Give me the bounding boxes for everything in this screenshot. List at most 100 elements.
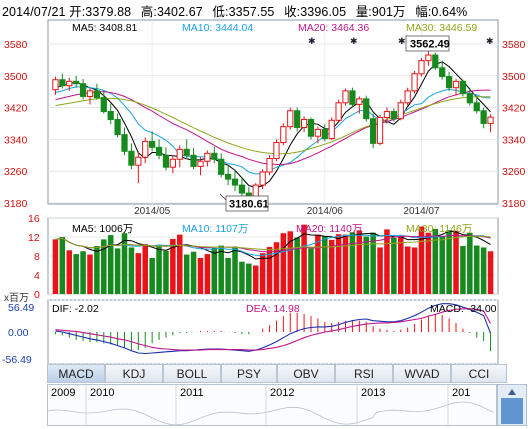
candle — [335, 99, 342, 123]
candle-body — [439, 67, 446, 78]
volume-bar — [259, 253, 266, 294]
volume-ma-line — [55, 234, 491, 256]
candle-body — [383, 111, 391, 119]
candle — [370, 113, 377, 149]
quote-header: 2014/07/21 开:3379.88 高:3402.67 低:3357.55… — [2, 1, 528, 19]
volume-bars — [52, 224, 494, 294]
tab-psy[interactable]: PSY — [221, 364, 277, 383]
candle-body — [314, 128, 322, 137]
candle-body — [100, 97, 107, 113]
volume-bar — [128, 247, 135, 294]
volume-bar — [398, 236, 404, 294]
change-text: 幅:0.64% — [415, 5, 468, 19]
candle — [294, 107, 301, 132]
navigator-handle[interactable] — [497, 384, 527, 426]
candle-body — [238, 184, 246, 194]
candle — [176, 145, 183, 168]
tab-cci[interactable]: CCI — [451, 364, 507, 383]
candle-body — [411, 73, 418, 92]
volume-bar — [149, 257, 155, 294]
range-navigator[interactable]: 2009 2010 2011 2012 2013 201 — [47, 384, 497, 426]
candle — [169, 155, 176, 174]
candle-body — [128, 150, 135, 166]
volume-bar — [287, 231, 294, 294]
price-y-tick-left: 3340 — [4, 134, 28, 146]
volume-bar — [480, 247, 487, 294]
volume-bar — [425, 232, 432, 294]
legend-ma10: MA10: 3444.04 — [182, 22, 253, 34]
candle-body — [231, 178, 239, 186]
vol-legend-ma20: MA20: 1140万 — [296, 223, 362, 235]
candle — [204, 150, 211, 167]
candle-body — [459, 80, 467, 95]
candle — [356, 96, 363, 114]
candle-body — [300, 119, 308, 128]
candle — [287, 107, 294, 130]
candle-body — [404, 90, 411, 104]
candle-body — [487, 116, 494, 124]
candle-body — [142, 140, 149, 158]
candle-body — [390, 111, 397, 120]
volume-bar — [163, 250, 169, 294]
tab-boll[interactable]: BOLL — [163, 364, 221, 383]
candle-body — [155, 146, 163, 156]
tab-obv[interactable]: OBV — [277, 364, 335, 383]
volume-ma-lines — [55, 230, 491, 260]
candle — [135, 151, 142, 184]
candle-body — [135, 156, 142, 166]
volume-bar — [294, 237, 300, 294]
price-y-tick-left: 3500 — [4, 71, 28, 83]
candles — [52, 51, 494, 202]
tab-kdj[interactable]: KDJ — [105, 364, 163, 383]
candle-body — [169, 158, 176, 168]
macd-lines — [55, 303, 492, 355]
candle — [376, 114, 384, 146]
legend-dea: DEA: 14.98 — [246, 303, 300, 315]
candle — [114, 113, 121, 138]
candle-body — [114, 119, 121, 136]
macd-grid — [48, 299, 498, 364]
navigator-sparkline — [48, 385, 494, 425]
candle — [397, 99, 404, 121]
candle-body — [121, 134, 128, 152]
price-ma30-line — [55, 96, 491, 155]
volume-bar — [432, 228, 439, 294]
volume-bar — [177, 234, 183, 294]
candle-body — [473, 102, 480, 112]
volume-bar — [190, 251, 197, 294]
candle-body — [452, 80, 460, 89]
candle — [418, 57, 425, 77]
stock-chart[interactable]: 3180 3180 3260 3260 3340 3340 3420 3420 3500 3500… — [0, 0, 528, 364]
volume-bar — [308, 248, 314, 294]
candle — [314, 126, 322, 144]
candle — [390, 108, 397, 122]
nav-year-2011: 2011 — [180, 387, 204, 399]
volume-bar — [446, 230, 452, 294]
marker-star-1: ✱ — [308, 36, 316, 46]
volume-bar — [156, 245, 162, 294]
price-y-tick-right: 3500 — [502, 71, 526, 83]
macd-y-tick: -56.49 — [2, 354, 32, 364]
volume-bar — [473, 245, 480, 294]
candle — [121, 127, 128, 156]
close-text: 收:3396.05 — [284, 5, 347, 19]
candle — [439, 60, 446, 80]
volume-bar — [252, 265, 259, 294]
candle-body — [335, 102, 342, 121]
volume-y-tick: 4 — [34, 270, 40, 282]
candle-body — [224, 173, 232, 180]
candle-body — [197, 160, 204, 167]
volume-bar — [80, 251, 86, 294]
tab-rsi[interactable]: RSI — [335, 364, 393, 383]
nav-year-2014: 201 — [452, 387, 471, 399]
volume-bar — [87, 254, 93, 294]
volume-bar — [101, 239, 107, 294]
candle-body — [397, 102, 404, 120]
volume-bar — [114, 248, 121, 294]
tab-macd[interactable]: MACD — [47, 364, 105, 383]
candle-body — [259, 171, 266, 186]
tab-wvad[interactable]: WVAD — [393, 364, 451, 383]
volume-y-axis: 0 4 8 12 16 — [28, 213, 40, 301]
high-callout: 3562.49 — [405, 35, 450, 52]
candle-body — [294, 110, 301, 128]
